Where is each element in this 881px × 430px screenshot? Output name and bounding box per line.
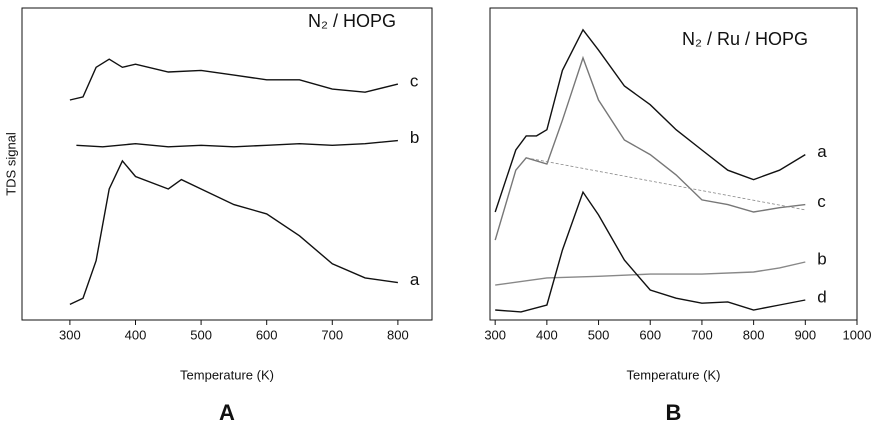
x-tick-label: 700 [321,327,343,342]
y-axis-title: TDS signal [3,132,18,196]
series-label: a [817,142,827,161]
plot-frame [21,7,433,321]
x-tick-label: 700 [691,327,713,342]
series-line [69,58,399,101]
series-label: a [410,270,420,289]
series-line [495,261,806,286]
panel-label: B [666,400,682,425]
x-tick-label: 600 [256,327,278,342]
x-tick-label: 800 [387,327,409,342]
x-axis-title: Temperature (K) [180,367,274,382]
x-tick-label: 300 [59,327,81,342]
series-label: c [410,72,419,91]
x-tick-label: 400 [536,327,558,342]
series-label: c [817,192,826,211]
x-tick-label: 900 [794,327,816,342]
plot-frame [489,7,858,321]
series-line [76,139,398,148]
series-line [69,159,398,306]
x-tick-label: 800 [743,327,765,342]
series-label: b [817,249,826,268]
series-line [495,190,806,313]
x-tick-label: 400 [125,327,147,342]
series-label: b [410,128,419,147]
x-axis-title: Temperature (K) [627,367,721,382]
x-tick-label: 500 [588,327,610,342]
x-tick-label: 300 [484,327,506,342]
series-label: d [817,288,826,307]
series-line [494,55,806,241]
x-tick-label: 500 [190,327,212,342]
x-tick-label: 1000 [843,327,872,342]
panel-label: A [219,400,235,425]
series-line [526,157,806,211]
x-tick-label: 600 [639,327,661,342]
chart-title: N₂ / HOPG [308,11,396,31]
chart-title: N₂ / Ru / HOPG [682,29,808,49]
series-line [494,28,806,213]
